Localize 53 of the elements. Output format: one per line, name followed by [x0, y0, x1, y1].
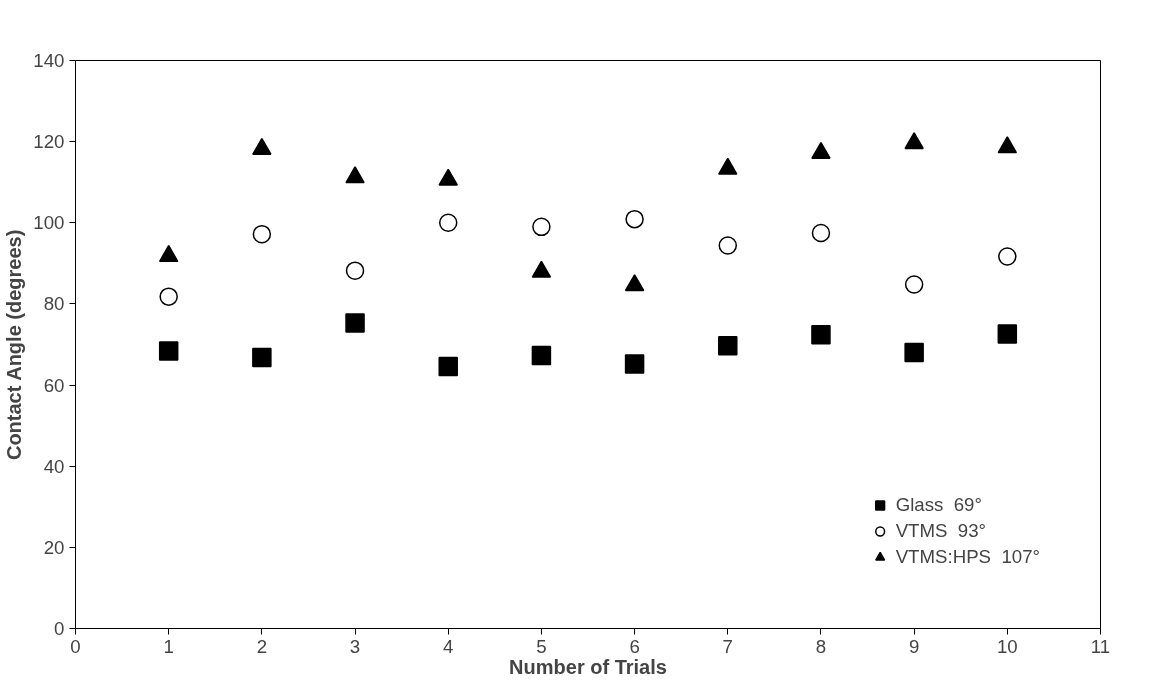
- x-tick-label: 8: [815, 635, 827, 657]
- x-tick-label: 4: [443, 635, 454, 657]
- point: [438, 168, 458, 186]
- point: [438, 213, 458, 233]
- point: [811, 141, 831, 159]
- x-tick-label: 10: [996, 635, 1018, 657]
- x-tick-label: 0: [70, 635, 81, 657]
- legend-label: VTMS:HPS 107°: [895, 546, 1040, 568]
- y-axis-title: Contact Angle (degrees): [3, 229, 26, 461]
- point: [438, 356, 458, 377]
- point: [625, 209, 644, 229]
- point: [159, 287, 178, 306]
- point: [718, 236, 738, 255]
- x-tick-label: 2: [256, 635, 268, 657]
- point: [252, 137, 272, 155]
- point: [624, 354, 645, 374]
- y-tick-label: 120: [33, 131, 65, 153]
- x-tick-label: 5: [536, 635, 547, 657]
- point: [345, 166, 365, 184]
- x-tick-label: 11: [1090, 635, 1111, 657]
- x-tick-label: 9: [908, 635, 920, 657]
- y-tick-label: 0: [54, 618, 65, 639]
- point: [532, 217, 551, 237]
- point: [158, 341, 179, 361]
- x-tick-label: 6: [629, 635, 640, 657]
- point: [904, 342, 924, 363]
- x-tick-label: 7: [722, 635, 733, 657]
- point: [531, 345, 552, 366]
- legend-label: VTMS 93°: [895, 520, 987, 542]
- point: [252, 347, 272, 368]
- x-axis-title: Number of Trials: [509, 655, 667, 678]
- point: [345, 261, 365, 280]
- y-tick-label: 80: [43, 293, 65, 315]
- point: [997, 324, 1018, 344]
- y-tick-label: 40: [43, 455, 65, 477]
- point: [998, 247, 1017, 266]
- point: [345, 313, 365, 333]
- point: [997, 136, 1018, 154]
- point: [811, 223, 831, 243]
- y-tick-label: 20: [43, 536, 65, 558]
- point: [624, 274, 645, 292]
- x-tick-label: 1: [163, 635, 174, 657]
- point: [904, 275, 924, 294]
- point: [252, 224, 272, 244]
- y-tick-label: 140: [33, 50, 65, 71]
- point: [904, 132, 924, 150]
- y-tick-label: 100: [33, 212, 65, 234]
- point: [718, 157, 738, 175]
- point: [718, 335, 738, 356]
- legend-label: Glass 69°: [895, 494, 982, 516]
- point: [811, 325, 831, 345]
- y-tick-label: 60: [43, 374, 65, 396]
- x-tick-label: 3: [349, 635, 361, 657]
